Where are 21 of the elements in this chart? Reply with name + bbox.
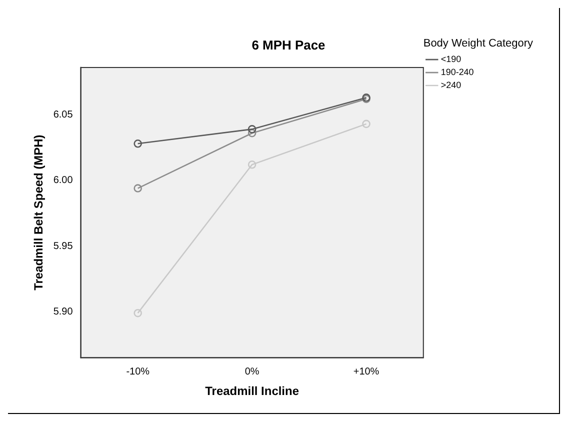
- legend-label: 190-240: [440, 67, 474, 78]
- x-tick-label: 0%: [244, 366, 260, 378]
- legend-label: <190: [440, 54, 462, 64]
- point: [134, 139, 142, 148]
- y-tick-label: 5.90: [53, 306, 74, 318]
- y-tick-label: 6.00: [53, 175, 74, 186]
- point: [248, 160, 256, 169]
- y-axis-title: Treadmill Belt Speed (MPH): [31, 134, 46, 290]
- y-tick-label: 6.05: [53, 109, 74, 120]
- legend-label: >240: [440, 80, 462, 90]
- x-tick-label: +10%: [353, 366, 380, 378]
- point: [248, 128, 256, 138]
- x-axis-title: Treadmill Incline: [205, 384, 300, 398]
- point: [248, 125, 256, 134]
- chart-title: 6 MPH Pace: [252, 37, 326, 52]
- legend-title: Body Weight Category: [423, 37, 534, 50]
- y-tick-label: 5.95: [53, 240, 74, 252]
- point: [134, 308, 142, 318]
- point: [362, 120, 370, 128]
- x-tick-label: -10%: [126, 366, 150, 378]
- point: [134, 184, 142, 192]
